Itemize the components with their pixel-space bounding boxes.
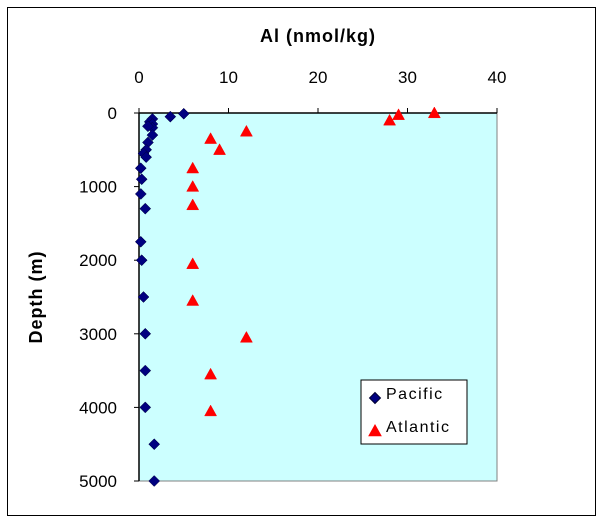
- pacific-point: [135, 173, 148, 186]
- pacific-point: [134, 162, 147, 175]
- atlantic-point: [204, 367, 218, 380]
- atlantic-point: [186, 198, 200, 211]
- pacific-point: [148, 438, 161, 451]
- legend-marker-atlantic: [368, 423, 382, 437]
- x-tick-label: 40: [488, 68, 507, 87]
- atlantic-point: [204, 404, 218, 417]
- atlantic-point: [186, 161, 200, 174]
- pacific-point: [137, 291, 150, 303]
- pacific-point: [140, 151, 153, 164]
- pacific-point: [148, 475, 161, 487]
- atlantic-point: [204, 132, 218, 144]
- pacific-point: [139, 202, 152, 215]
- data-points: [134, 106, 441, 487]
- legend-marker-pacific: [368, 391, 382, 405]
- atlantic-point: [186, 257, 200, 269]
- x-tick-label: 20: [309, 68, 328, 87]
- pacific-point: [134, 235, 147, 248]
- atlantic-point: [427, 106, 441, 119]
- pacific-point: [139, 327, 152, 340]
- y-tick-label: 4000: [79, 398, 117, 417]
- tick-labels: 0 10 20 30 40 0 1000 2000 3000 4000 5000: [79, 68, 506, 491]
- pacific-point: [164, 110, 177, 123]
- atlantic-point: [213, 143, 226, 155]
- pacific-point: [146, 129, 159, 141]
- atlantic-point: [239, 124, 253, 137]
- legend: Pacific Atlantic: [360, 379, 468, 445]
- x-tick-label: 30: [398, 68, 417, 87]
- y-tick-label: 0: [108, 104, 117, 123]
- y-tick-label: 5000: [79, 472, 117, 491]
- atlantic-point: [383, 113, 397, 126]
- pacific-point: [177, 107, 190, 120]
- legend-label-atlantic: Atlantic: [386, 419, 450, 436]
- atlantic-point: [186, 180, 200, 192]
- pacific-point: [135, 254, 148, 267]
- pacific-point: [142, 120, 154, 133]
- y-tick-label: 2000: [79, 251, 117, 270]
- x-tick-label: 0: [134, 68, 143, 87]
- y-tick-label: 1000: [79, 178, 117, 197]
- pacific-point: [139, 364, 152, 377]
- x-tick-label: 10: [219, 68, 238, 87]
- y-tick-label: 3000: [79, 325, 117, 344]
- pacific-point: [139, 401, 152, 414]
- atlantic-point: [239, 330, 253, 343]
- atlantic-point: [186, 294, 200, 306]
- atlantic-point: [392, 108, 405, 120]
- y-axis-title: Depth (m): [26, 251, 46, 344]
- legend-label-pacific: Pacific: [386, 386, 444, 403]
- x-axis-title: Al (nmol/kg): [260, 26, 376, 46]
- pacific-point: [134, 188, 147, 200]
